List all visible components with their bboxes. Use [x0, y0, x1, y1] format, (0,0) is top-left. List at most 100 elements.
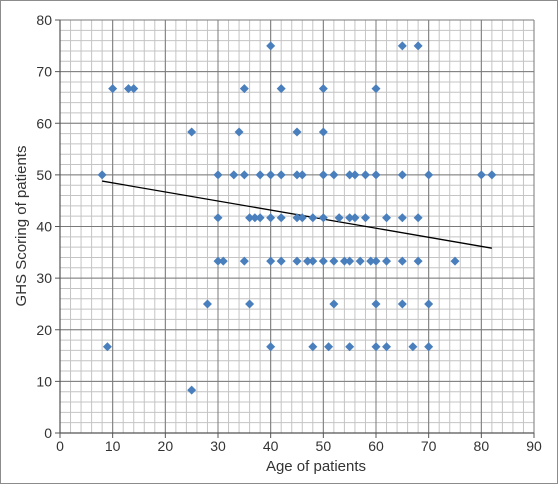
data-point	[239, 256, 249, 266]
y-axis-title: GHS Scoring of patients	[13, 146, 30, 307]
x-tick-label: 30	[210, 438, 226, 454]
data-point	[292, 170, 302, 180]
data-point	[187, 127, 197, 137]
data-point	[276, 256, 286, 266]
x-tick-label: 60	[368, 438, 384, 454]
data-point	[245, 213, 255, 223]
data-point	[371, 170, 381, 180]
data-point	[276, 213, 286, 223]
data-point	[255, 213, 265, 223]
data-point	[371, 84, 381, 94]
data-point	[213, 256, 223, 266]
data-point	[266, 170, 276, 180]
data-point	[276, 84, 286, 94]
data-point	[229, 170, 239, 180]
data-point	[187, 385, 197, 395]
data-point	[382, 256, 392, 266]
data-point	[297, 170, 307, 180]
x-tick-label: 90	[526, 438, 542, 454]
y-tick-labels: 0 10 20 30 40 50 60 70 80	[36, 12, 52, 441]
data-point	[324, 342, 334, 352]
data-points	[97, 41, 497, 395]
data-point	[413, 213, 423, 223]
x-tick-label: 80	[474, 438, 490, 454]
data-point	[292, 127, 302, 137]
data-point	[487, 170, 497, 180]
data-point	[382, 342, 392, 352]
data-point	[102, 342, 112, 352]
data-point	[382, 213, 392, 223]
x-tick-label: 20	[158, 438, 174, 454]
data-point	[345, 170, 355, 180]
data-point	[371, 342, 381, 352]
data-point	[318, 213, 328, 223]
data-point	[329, 256, 339, 266]
data-point	[329, 299, 339, 309]
axes	[55, 19, 535, 438]
data-point	[350, 170, 360, 180]
x-tick-label: 0	[56, 438, 64, 454]
data-point	[292, 213, 302, 223]
data-point	[308, 213, 318, 223]
y-tick-label: 20	[36, 322, 52, 338]
data-point	[413, 256, 423, 266]
data-point	[318, 84, 328, 94]
y-tick-label: 50	[36, 167, 52, 183]
data-point	[408, 342, 418, 352]
data-point	[424, 170, 434, 180]
data-point	[303, 256, 313, 266]
x-tick-label: 70	[421, 438, 437, 454]
data-point	[297, 213, 307, 223]
data-point	[308, 342, 318, 352]
data-point	[266, 213, 276, 223]
data-point	[366, 256, 376, 266]
data-point	[202, 299, 212, 309]
data-point	[292, 256, 302, 266]
data-point	[129, 84, 139, 94]
data-point	[350, 213, 360, 223]
data-point	[424, 299, 434, 309]
y-tick-label: 70	[36, 64, 52, 80]
data-point	[213, 213, 223, 223]
data-point	[245, 299, 255, 309]
data-point	[397, 299, 407, 309]
data-point	[345, 342, 355, 352]
data-point	[318, 170, 328, 180]
data-point	[239, 84, 249, 94]
data-point	[397, 256, 407, 266]
data-point	[266, 256, 276, 266]
data-point	[234, 127, 244, 137]
x-tick-labels: 0 10 20 30 40 50 60 70 80 90	[56, 438, 542, 454]
data-point	[329, 170, 339, 180]
data-point	[276, 170, 286, 180]
data-point	[255, 170, 265, 180]
data-point	[397, 41, 407, 51]
data-point	[339, 256, 349, 266]
data-point	[239, 170, 249, 180]
data-point	[108, 84, 118, 94]
y-tick-label: 80	[36, 12, 52, 28]
data-point	[318, 256, 328, 266]
data-point	[424, 342, 434, 352]
data-point	[413, 41, 423, 51]
data-point	[397, 170, 407, 180]
data-point	[345, 256, 355, 266]
y-tick-label: 0	[44, 425, 52, 441]
data-point	[266, 41, 276, 51]
x-axis-title: Age of patients	[266, 458, 366, 475]
data-point	[266, 342, 276, 352]
y-tick-label: 60	[36, 115, 52, 131]
data-point	[397, 213, 407, 223]
data-point	[371, 299, 381, 309]
data-point	[250, 213, 260, 223]
data-point	[334, 213, 344, 223]
data-point	[360, 213, 370, 223]
data-point	[450, 256, 460, 266]
y-tick-label: 40	[36, 219, 52, 235]
data-point	[123, 84, 133, 94]
y-tick-label: 30	[36, 270, 52, 286]
data-point	[308, 256, 318, 266]
data-point	[213, 170, 223, 180]
